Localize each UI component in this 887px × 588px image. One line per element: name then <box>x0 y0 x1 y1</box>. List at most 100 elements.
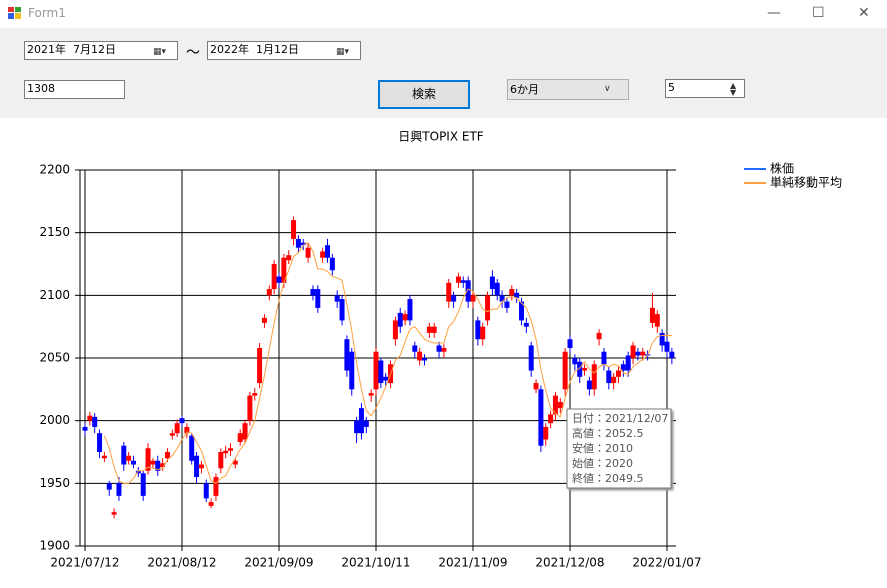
start-date-picker[interactable]: 2021年 7月12日 ▦▾ <box>24 41 178 60</box>
candle-body <box>155 460 161 471</box>
candle-body <box>203 483 209 499</box>
ma-days-spinner[interactable]: 5 ▲ ▼ <box>665 79 745 98</box>
x-tick-label: 2021/11/09 <box>438 556 507 570</box>
candle-body <box>577 361 583 377</box>
code-text: 1308 <box>27 82 55 95</box>
candle-body <box>354 420 360 434</box>
candle-body <box>489 276 495 290</box>
y-tick-label: 2100 <box>39 288 70 302</box>
candle-body <box>572 358 578 365</box>
candle-body <box>150 460 156 465</box>
title-bar: Form1 — ☐ ✕ <box>0 0 887 28</box>
candle-body <box>654 314 660 327</box>
candle-body <box>368 393 374 396</box>
candle-body <box>431 326 437 333</box>
candle-body <box>519 301 524 321</box>
date-separator: ～ <box>186 45 200 61</box>
candle-body <box>261 317 267 323</box>
minimize-button[interactable]: — <box>767 5 781 21</box>
y-tick-label: 2200 <box>39 163 70 177</box>
tooltip-line: 始値：2020 <box>572 456 633 470</box>
candle-body <box>228 448 233 451</box>
candle-body <box>582 368 588 371</box>
search-label: 検索 <box>411 87 436 101</box>
candle-body <box>194 455 200 478</box>
candle-body <box>126 455 132 461</box>
candle-body <box>616 370 621 377</box>
tooltip-line: 日付：2021/12/07 <box>572 412 668 425</box>
candle-body <box>140 473 146 496</box>
candle-body <box>174 423 180 434</box>
candle-body <box>446 282 452 302</box>
candle-body <box>237 433 243 442</box>
candle-body <box>451 295 457 302</box>
candle-body <box>218 452 224 469</box>
candle-body <box>247 395 253 421</box>
candle-body <box>358 408 364 434</box>
candle-body <box>383 376 389 381</box>
candle-body <box>669 351 675 358</box>
candle-body <box>504 301 510 308</box>
candle-body <box>509 289 515 296</box>
x-tick-label: 2021/07/12 <box>50 556 119 570</box>
code-input[interactable]: 1308 <box>24 80 125 99</box>
candle-body <box>620 364 626 371</box>
candle-body <box>436 345 442 352</box>
candle-body <box>145 448 151 471</box>
candle-body <box>460 280 466 283</box>
spin-buttons[interactable]: ▲ ▼ <box>730 81 737 97</box>
candle-body <box>514 292 520 298</box>
start-date: 2021年 7月12日 <box>27 43 116 56</box>
candle-body <box>557 401 563 409</box>
candle-body <box>659 332 665 346</box>
candle-body <box>630 345 636 358</box>
candle-body <box>329 257 335 271</box>
candle-body <box>528 345 534 371</box>
dropdown-icon: ▦▾ <box>336 47 350 57</box>
candle-body <box>397 312 403 327</box>
search-button[interactable]: 検索 <box>378 80 470 109</box>
candle-body <box>232 460 238 465</box>
candle-body <box>606 370 612 384</box>
candle-body <box>538 389 544 446</box>
candle-body <box>111 512 117 515</box>
candle-body <box>252 393 258 396</box>
candle-body <box>426 326 432 333</box>
period-select[interactable]: 6か月 ∨ <box>507 79 629 100</box>
candle-body <box>635 351 641 356</box>
candle-body <box>378 360 384 384</box>
candle-body <box>344 339 350 371</box>
candle-body <box>455 276 461 283</box>
candle-body <box>106 483 112 490</box>
candle-body <box>184 426 190 434</box>
candle-body <box>441 347 447 352</box>
x-tick-label: 2022/01/07 <box>632 556 701 570</box>
chart: 日興TOPIX ETF 1900 1950 2000 2050 2100 2150 2200… <box>39 130 842 570</box>
candle-body <box>552 395 558 415</box>
candle-body <box>480 326 486 340</box>
candle-body <box>305 247 311 258</box>
legend-label: 単純移動平均 <box>770 176 842 190</box>
candle-body <box>402 314 408 321</box>
x-tick-label: 2021/12/08 <box>535 556 604 570</box>
y-tick-label: 2150 <box>39 225 70 239</box>
candle-body <box>257 347 263 384</box>
candle-body <box>281 257 287 283</box>
candle-body <box>97 433 103 452</box>
candle-body <box>543 426 549 440</box>
end-date-picker[interactable]: 2022年 1月12日 ▦▾ <box>207 41 361 60</box>
candle-body <box>567 339 573 348</box>
candle-body <box>208 502 214 506</box>
maximize-button[interactable]: ☐ <box>812 5 825 21</box>
candle-body <box>591 364 597 390</box>
candle-body <box>533 383 539 390</box>
candle-body <box>169 433 175 436</box>
candle-body <box>523 322 529 327</box>
candle-body <box>179 418 185 424</box>
tooltip-line: 終値：2049.5 <box>572 472 644 485</box>
close-button[interactable]: ✕ <box>858 5 870 21</box>
x-tick-label: 2021/08/12 <box>147 556 216 570</box>
candle-body <box>349 351 355 390</box>
candle-body <box>291 220 297 239</box>
candle-body <box>494 282 500 296</box>
